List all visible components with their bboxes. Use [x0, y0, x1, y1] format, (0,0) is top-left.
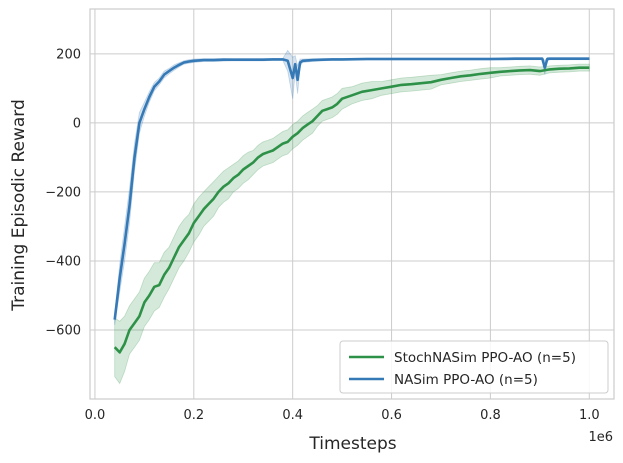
x-tick-labels: 0.0 0.2 0.4 0.6 0.8 1.0 [85, 408, 600, 423]
y-tick-label: −600 [45, 323, 81, 338]
x-offset-label: 1e6 [588, 430, 613, 445]
x-tick-label: 0.6 [381, 408, 402, 423]
legend-label: StochNASim PPO-AO (n=5) [394, 350, 576, 366]
legend: StochNASim PPO-AO (n=5) NASim PPO-AO (n=5… [339, 340, 609, 394]
series-lines [113, 57, 590, 354]
y-tick-label: 0 [73, 116, 81, 131]
x-tick-label: 0.8 [480, 408, 501, 423]
x-axis-label: Timesteps [308, 434, 396, 454]
legend-box [339, 340, 609, 394]
y-tick-labels: −600 −400 −200 0 200 [45, 47, 81, 338]
series-0-line [113, 66, 590, 354]
x-tick-label: 0.0 [85, 408, 106, 423]
y-tick-label: −200 [45, 185, 81, 200]
legend-label: NASim PPO-AO (n=5) [394, 372, 538, 388]
plot-background [90, 9, 614, 399]
y-tick-label: 200 [56, 47, 81, 62]
y-axis-label: Training Episodic Reward [9, 99, 29, 312]
series-0-band [114, 63, 590, 385]
plot-frame [89, 8, 615, 400]
x-tick-label: 1.0 [579, 408, 600, 423]
x-tick-label: 0.2 [183, 408, 204, 423]
y-tick-label: −400 [45, 254, 81, 269]
series-1-line [113, 57, 590, 320]
x-tick-label: 0.4 [282, 408, 303, 423]
